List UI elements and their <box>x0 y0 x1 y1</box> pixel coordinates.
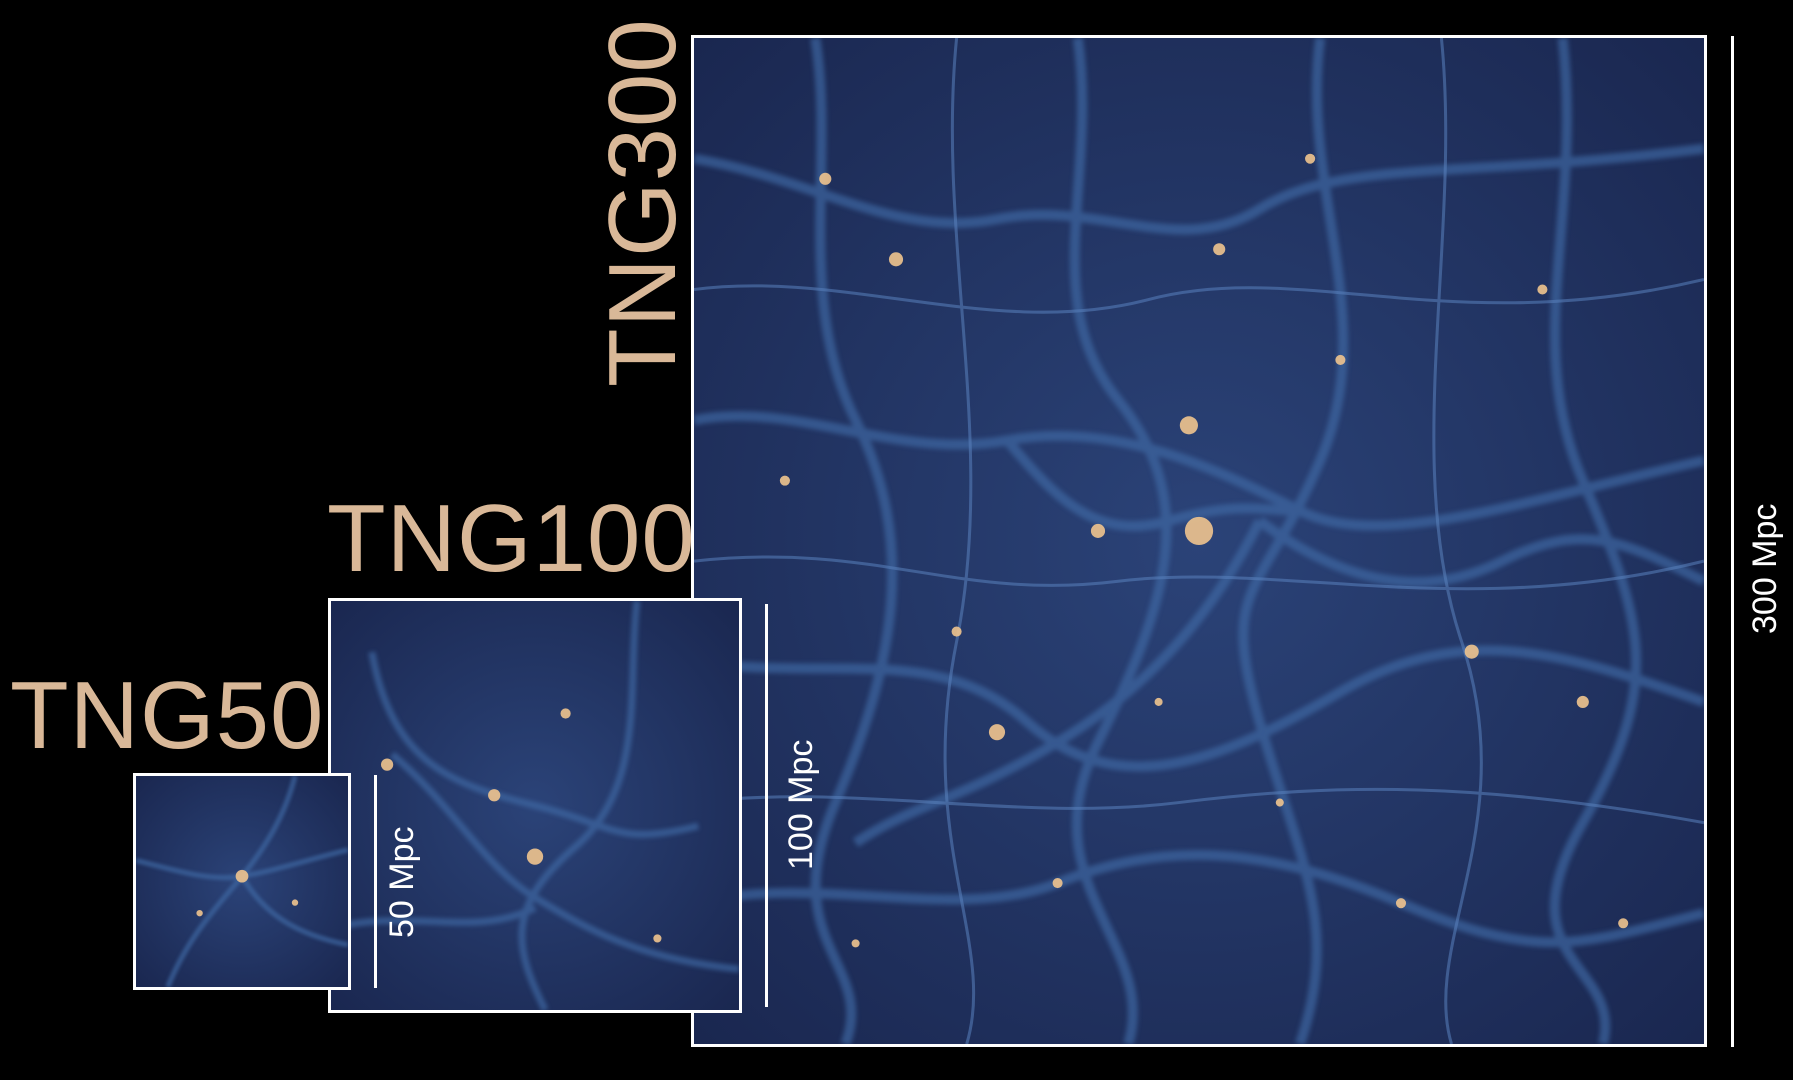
tng300-scale-label: 300 Mpc <box>1746 503 1784 634</box>
tng100-scale-label: 100 Mpc <box>782 739 820 870</box>
tng300-scale-bar <box>1731 36 1734 1047</box>
tng50-cosmic-web <box>136 776 348 987</box>
tng50-scale-label: 50 Mpc <box>383 826 421 939</box>
tng50-simulation-image <box>133 773 351 990</box>
tng50-title: TNG50 <box>10 662 325 769</box>
tng100-cosmic-web <box>331 601 739 1010</box>
tng300-cosmic-web <box>694 38 1704 1044</box>
tng100-title: TNG100 <box>327 485 696 592</box>
tng100-scale-bar <box>765 604 768 1007</box>
tng300-simulation-image <box>691 35 1707 1047</box>
tng50-scale-bar <box>374 775 377 988</box>
tng300-title: TNG300 <box>589 18 696 387</box>
tng100-simulation-image <box>328 598 742 1013</box>
